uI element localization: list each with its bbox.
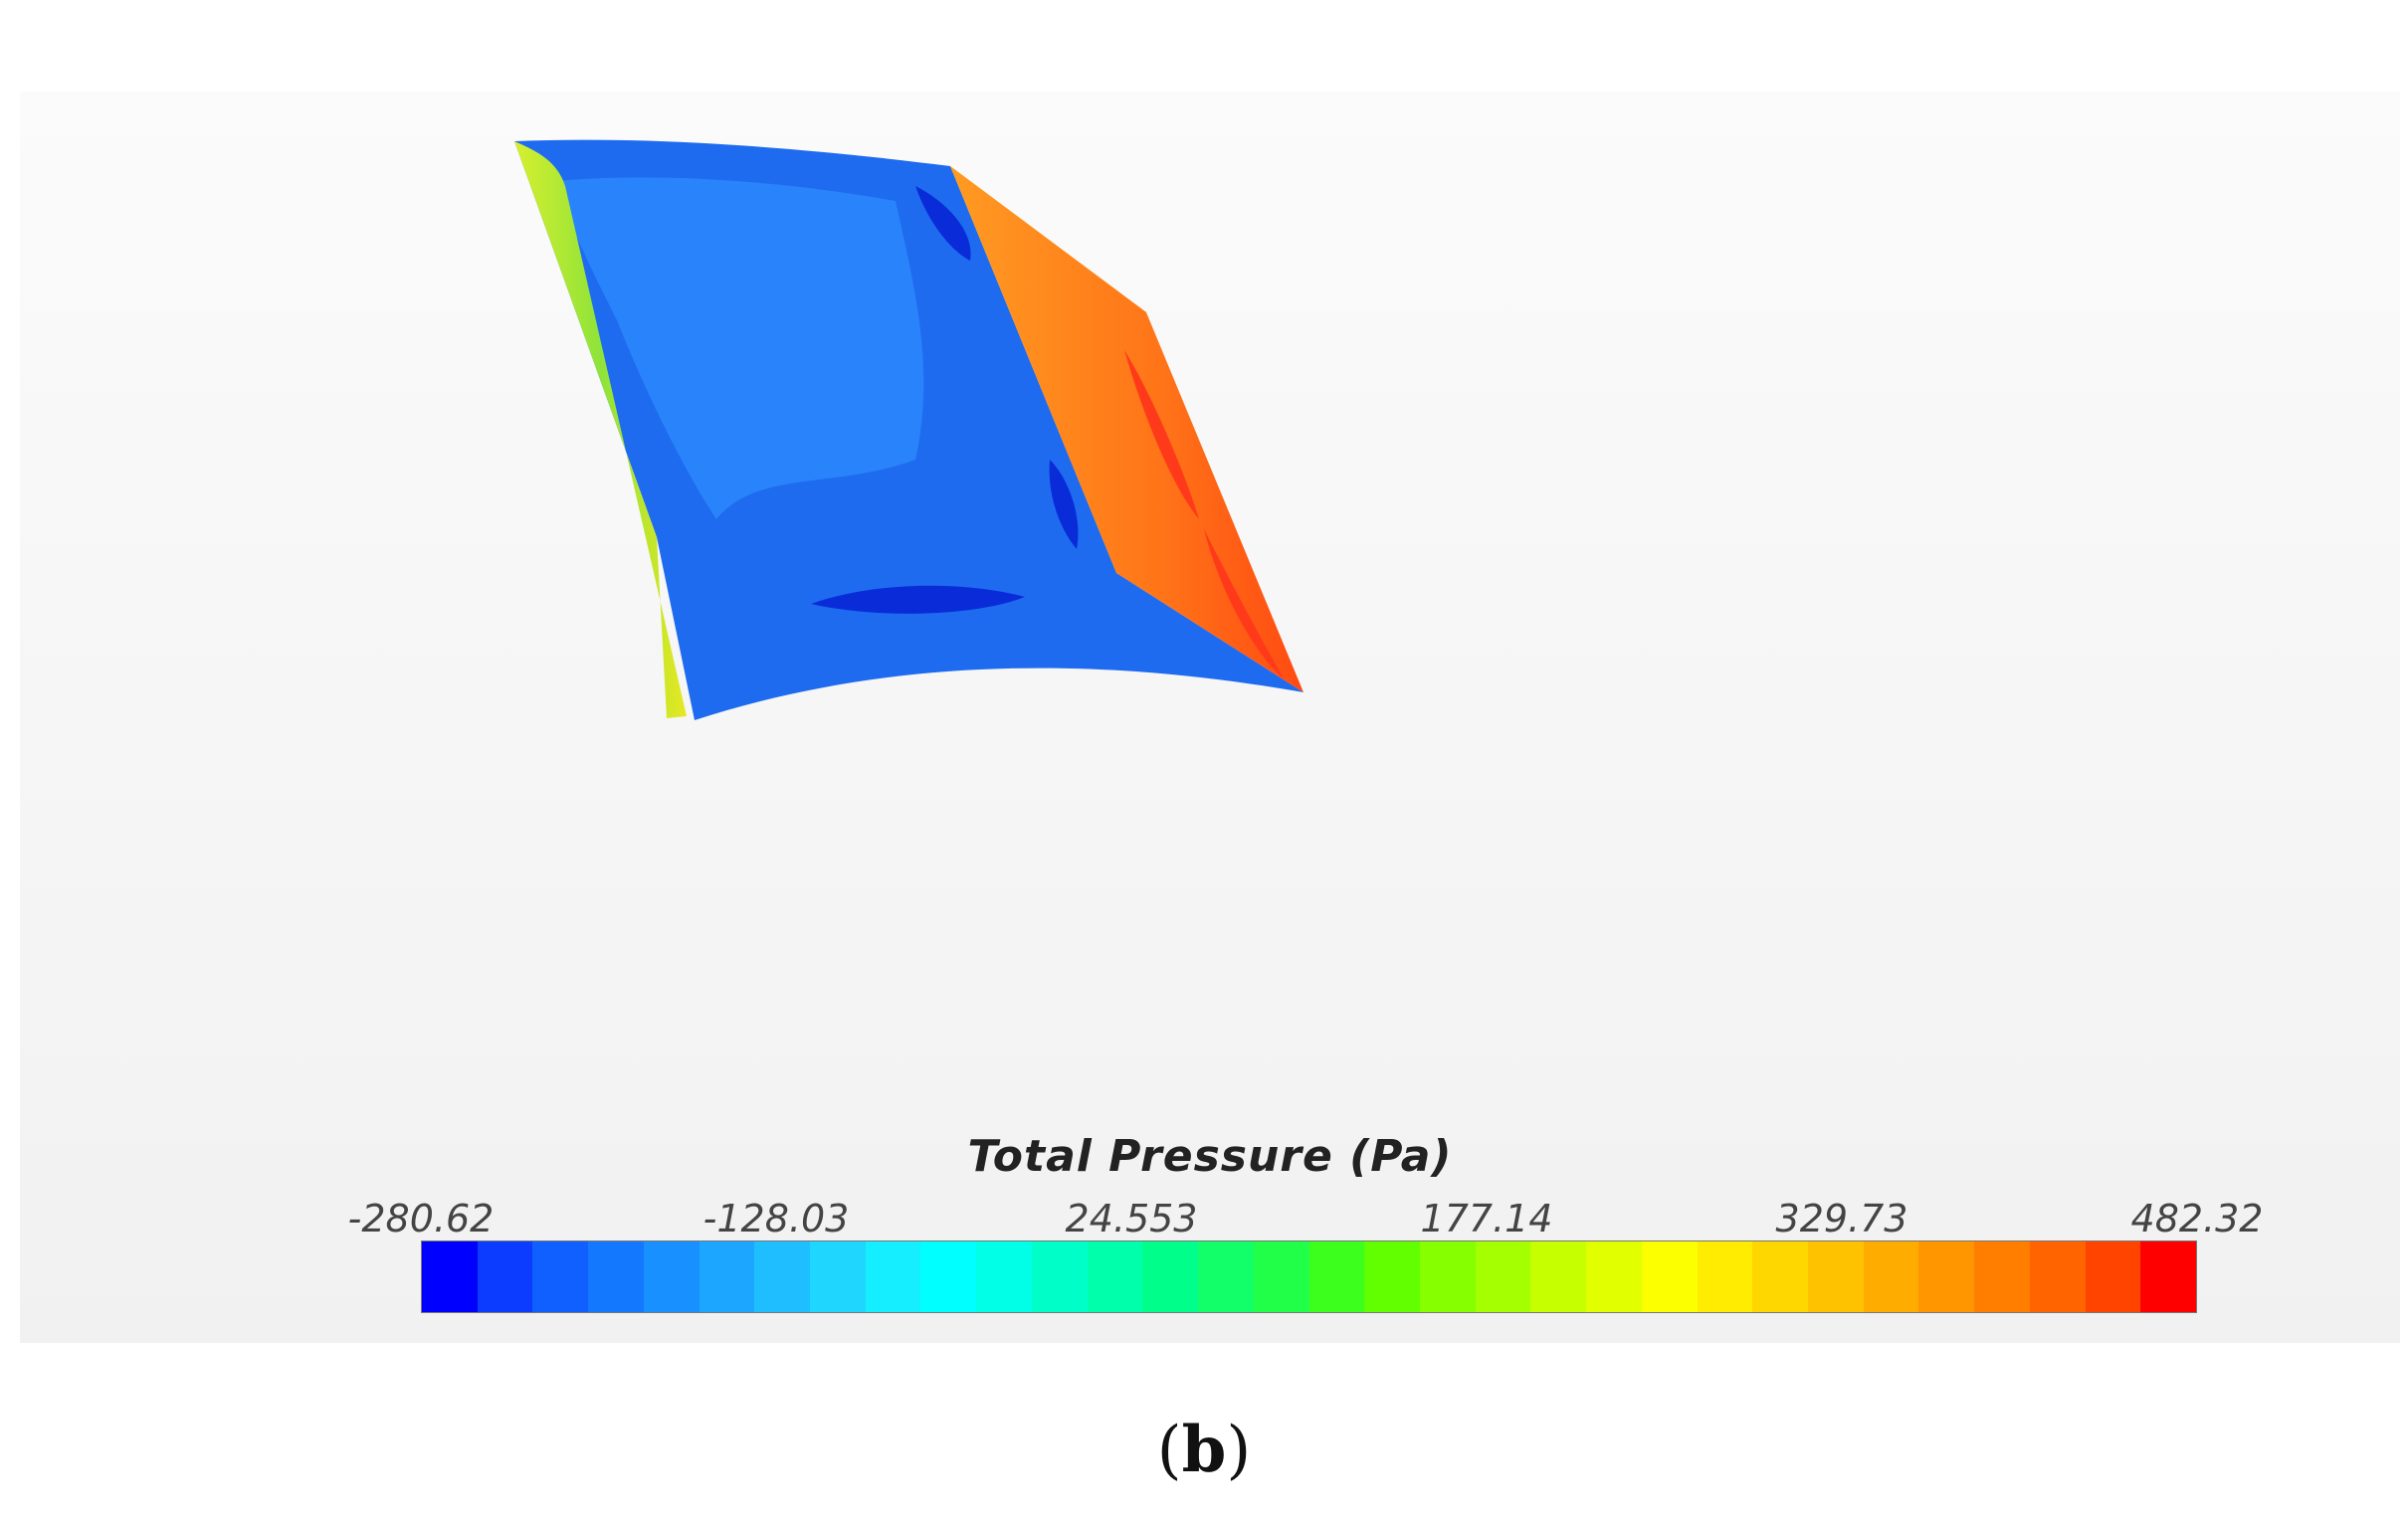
colorbar-segment bbox=[1087, 1241, 1143, 1312]
colorbar-segment bbox=[1419, 1241, 1476, 1312]
colorbar-tick-label: 24.553 bbox=[1065, 1197, 1198, 1240]
colorbar-segment bbox=[865, 1241, 921, 1312]
caption-letter: b bbox=[1181, 1413, 1227, 1487]
colorbar-segment bbox=[643, 1241, 700, 1312]
colorbar-segment bbox=[2085, 1241, 2141, 1312]
colorbar bbox=[421, 1240, 2197, 1313]
colorbar-segment bbox=[1253, 1241, 1309, 1312]
low-pressure-spot-bottom bbox=[811, 585, 1025, 614]
colorbar-title: Total Pressure (Pa) bbox=[967, 1131, 1453, 1182]
low-pressure-spot-middle bbox=[1049, 460, 1079, 549]
colorbar-segment bbox=[699, 1241, 755, 1312]
colorbar-segment bbox=[1918, 1241, 1975, 1312]
blade-pressure-contour bbox=[514, 139, 1304, 721]
colorbar-tick-label: -128.03 bbox=[702, 1197, 850, 1240]
colorbar-segment bbox=[1807, 1241, 1864, 1312]
colorbar-segment bbox=[1364, 1241, 1420, 1312]
colorbar-segment bbox=[810, 1241, 866, 1312]
colorbar-segment bbox=[1586, 1241, 1642, 1312]
colorbar-tick-label: -280.62 bbox=[347, 1197, 495, 1240]
colorbar-segment bbox=[1697, 1241, 1753, 1312]
colorbar-segment bbox=[754, 1241, 811, 1312]
colorbar-segment bbox=[1475, 1241, 1531, 1312]
colorbar-segment bbox=[1863, 1241, 1919, 1312]
colorbar-segment bbox=[1031, 1241, 1088, 1312]
colorbar-segment bbox=[422, 1241, 478, 1312]
colorbar-segment bbox=[1308, 1241, 1365, 1312]
colorbar-segment bbox=[477, 1241, 533, 1312]
caption-open-paren: ( bbox=[1156, 1414, 1182, 1487]
low-pressure-spot-top bbox=[915, 186, 971, 261]
high-pressure-streak-upper bbox=[1124, 350, 1199, 519]
colorbar-tick-label: 177.14 bbox=[1420, 1197, 1553, 1240]
render-viewport[interactable]: Total Pressure (Pa) -280.62 -128.03 24.5… bbox=[20, 92, 2400, 1343]
colorbar-segment bbox=[976, 1241, 1032, 1312]
colorbar-segment bbox=[1530, 1241, 1587, 1312]
panel-caption: (b) bbox=[0, 1413, 2408, 1487]
blade-leading-edge bbox=[514, 141, 687, 718]
colorbar-segment bbox=[1641, 1241, 1698, 1312]
colorbar-segment bbox=[920, 1241, 977, 1312]
colorbar-tick-label: 482.32 bbox=[2130, 1197, 2264, 1240]
caption-close-paren: ) bbox=[1226, 1414, 1252, 1487]
colorbar-segment bbox=[1752, 1241, 1808, 1312]
colorbar-segment bbox=[1198, 1241, 1254, 1312]
colorbar-segment bbox=[532, 1241, 589, 1312]
colorbar-segment bbox=[2140, 1241, 2196, 1312]
colorbar-segment bbox=[1974, 1241, 2030, 1312]
colorbar-tick-label: 329.73 bbox=[1775, 1197, 1908, 1240]
colorbar-segment bbox=[2029, 1241, 2086, 1312]
moderate-pressure-region bbox=[557, 177, 924, 519]
colorbar-segment bbox=[588, 1241, 644, 1312]
colorbar-segment bbox=[1142, 1241, 1199, 1312]
